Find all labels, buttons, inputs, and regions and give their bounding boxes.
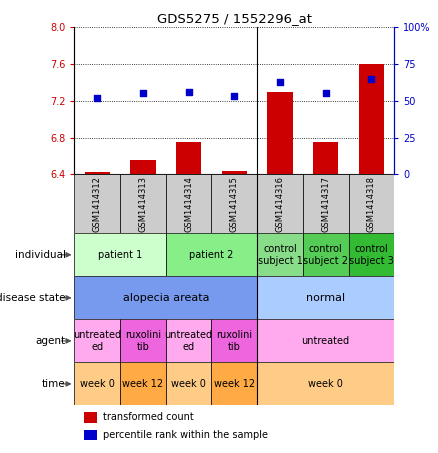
Bar (166, 174, 212, 233)
Bar (257, 174, 303, 233)
Bar (166, 319, 212, 362)
Bar (120, 362, 166, 405)
Point (94, 94, 101, 101)
Text: ruxolini
tib: ruxolini tib (216, 330, 252, 352)
Bar (120, 174, 166, 233)
Text: normal: normal (306, 293, 345, 303)
Bar (257, 276, 394, 319)
Title: GDS5275 / 1552296_at: GDS5275 / 1552296_at (157, 12, 312, 24)
Text: individual: individual (15, 250, 66, 260)
Bar (74, 276, 257, 319)
Text: alopecia areata: alopecia areata (123, 293, 209, 303)
Text: week 12: week 12 (122, 379, 163, 389)
Point (322, 90, 329, 97)
Text: untreated
ed: untreated ed (73, 330, 121, 352)
Text: untreated: untreated (302, 336, 350, 346)
Bar (212, 174, 257, 233)
Point (276, 78, 283, 85)
Bar (268, 92, 293, 174)
Bar (313, 142, 338, 174)
Bar (131, 160, 155, 174)
Bar (212, 319, 257, 362)
Bar (303, 174, 349, 233)
Bar (359, 64, 384, 174)
Text: week 12: week 12 (214, 379, 255, 389)
Bar (85, 172, 110, 174)
Text: week 0: week 0 (80, 379, 115, 389)
Text: week 0: week 0 (171, 379, 206, 389)
Bar (74, 233, 166, 276)
Bar (303, 233, 349, 276)
Bar (120, 319, 166, 362)
Text: control
subject 2: control subject 2 (303, 244, 348, 265)
Text: GSM1414312: GSM1414312 (93, 176, 102, 232)
Bar (84, 429, 97, 440)
Bar (166, 233, 257, 276)
Bar (349, 233, 394, 276)
Bar (349, 174, 394, 233)
Text: GSM1414315: GSM1414315 (230, 176, 239, 232)
Bar (257, 319, 394, 362)
Text: week 0: week 0 (308, 379, 343, 389)
Bar (176, 142, 201, 174)
Text: patient 2: patient 2 (189, 250, 234, 260)
Bar (257, 233, 303, 276)
Text: control
subject 3: control subject 3 (349, 244, 394, 265)
Text: patient 1: patient 1 (98, 250, 142, 260)
Text: untreated
ed: untreated ed (165, 330, 213, 352)
Text: GSM1414316: GSM1414316 (276, 176, 285, 232)
Point (368, 75, 375, 82)
Bar (74, 319, 120, 362)
Text: GSM1414317: GSM1414317 (321, 176, 330, 232)
Point (185, 88, 192, 96)
Bar (257, 362, 394, 405)
Bar (212, 362, 257, 405)
Bar (222, 171, 247, 174)
Point (139, 90, 146, 97)
Text: time: time (42, 379, 66, 389)
Text: GSM1414318: GSM1414318 (367, 176, 376, 232)
Text: agent: agent (35, 336, 66, 346)
Text: percentile rank within the sample: percentile rank within the sample (103, 430, 268, 440)
Bar (74, 174, 120, 233)
Text: GSM1414314: GSM1414314 (184, 176, 193, 232)
Text: control
subject 1: control subject 1 (258, 244, 303, 265)
Text: transformed count: transformed count (103, 412, 194, 422)
Bar (166, 362, 212, 405)
Point (231, 93, 238, 100)
Bar (74, 362, 120, 405)
Text: GSM1414313: GSM1414313 (138, 176, 148, 232)
Bar (84, 412, 97, 423)
Text: disease state: disease state (0, 293, 66, 303)
Text: ruxolini
tib: ruxolini tib (125, 330, 161, 352)
